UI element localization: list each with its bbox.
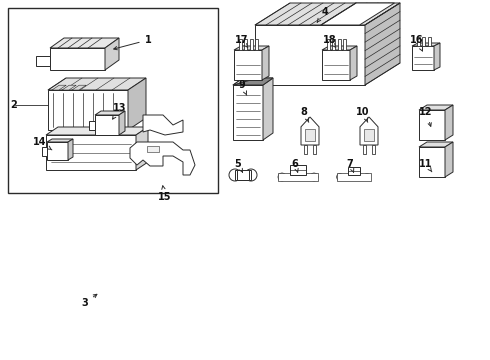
Text: 8: 8	[300, 107, 309, 122]
Polygon shape	[233, 78, 273, 85]
Text: 11: 11	[419, 159, 433, 172]
Bar	[250, 39, 253, 50]
Polygon shape	[255, 25, 365, 85]
Polygon shape	[68, 139, 73, 160]
Bar	[313, 145, 316, 154]
Polygon shape	[445, 142, 453, 177]
Text: 9: 9	[239, 80, 247, 95]
Text: 15: 15	[158, 186, 172, 202]
Circle shape	[229, 169, 241, 181]
Bar	[304, 145, 307, 154]
Bar	[255, 39, 258, 50]
Polygon shape	[445, 105, 453, 140]
Polygon shape	[50, 48, 105, 70]
Polygon shape	[46, 127, 148, 135]
Text: 16: 16	[410, 35, 424, 51]
Polygon shape	[234, 46, 269, 50]
Bar	[422, 37, 425, 46]
Polygon shape	[105, 38, 119, 70]
Bar	[327, 39, 330, 50]
Polygon shape	[143, 115, 183, 135]
Polygon shape	[348, 167, 360, 175]
Polygon shape	[263, 78, 273, 140]
Polygon shape	[419, 105, 453, 110]
Polygon shape	[419, 142, 453, 147]
Polygon shape	[72, 85, 86, 90]
Polygon shape	[337, 173, 371, 181]
Bar	[239, 39, 242, 50]
Polygon shape	[95, 111, 125, 115]
Text: 3: 3	[82, 294, 97, 308]
Polygon shape	[89, 121, 95, 130]
Text: 13: 13	[113, 103, 127, 119]
Bar	[343, 39, 346, 50]
Polygon shape	[48, 90, 128, 130]
Polygon shape	[350, 46, 357, 80]
Bar	[235, 170, 251, 180]
Bar	[363, 145, 366, 154]
Bar	[416, 37, 419, 46]
Polygon shape	[255, 3, 400, 25]
Polygon shape	[95, 115, 119, 135]
Text: 4: 4	[317, 7, 328, 22]
Polygon shape	[128, 78, 146, 130]
Polygon shape	[130, 142, 195, 175]
Polygon shape	[47, 142, 68, 160]
Polygon shape	[434, 43, 440, 70]
Polygon shape	[321, 3, 394, 25]
Polygon shape	[322, 46, 357, 50]
Polygon shape	[119, 111, 125, 135]
Polygon shape	[233, 85, 263, 140]
Text: 18: 18	[323, 35, 337, 48]
Text: 17: 17	[235, 35, 249, 48]
Polygon shape	[47, 139, 73, 142]
Polygon shape	[322, 50, 350, 80]
Polygon shape	[365, 3, 400, 85]
Polygon shape	[419, 147, 445, 177]
Polygon shape	[278, 173, 318, 181]
Polygon shape	[136, 127, 148, 170]
Text: 14: 14	[33, 137, 52, 150]
Text: 6: 6	[292, 159, 298, 172]
Text: 10: 10	[356, 107, 370, 122]
Polygon shape	[50, 38, 119, 48]
Polygon shape	[412, 43, 440, 46]
Bar	[364, 129, 374, 141]
Bar	[372, 145, 375, 154]
Bar	[244, 39, 247, 50]
Polygon shape	[290, 165, 306, 175]
Bar	[305, 129, 315, 141]
Text: 12: 12	[419, 107, 433, 126]
Bar	[332, 39, 335, 50]
Polygon shape	[36, 56, 50, 66]
Text: 5: 5	[235, 159, 243, 172]
Polygon shape	[52, 85, 66, 90]
Bar	[338, 39, 341, 50]
Text: 2: 2	[10, 100, 17, 110]
Circle shape	[245, 169, 257, 181]
Bar	[8, 8, 218, 193]
Polygon shape	[360, 117, 378, 145]
Polygon shape	[301, 117, 319, 145]
Bar	[237, 170, 249, 180]
Polygon shape	[419, 110, 445, 140]
Polygon shape	[62, 85, 76, 90]
Polygon shape	[147, 146, 159, 152]
Bar	[427, 37, 431, 46]
Polygon shape	[412, 46, 434, 70]
Polygon shape	[234, 50, 262, 80]
Polygon shape	[262, 46, 269, 80]
Text: 1: 1	[114, 35, 151, 50]
Polygon shape	[48, 78, 146, 90]
Polygon shape	[233, 78, 273, 85]
Text: 7: 7	[346, 159, 354, 172]
Polygon shape	[42, 147, 47, 156]
Polygon shape	[46, 135, 136, 170]
